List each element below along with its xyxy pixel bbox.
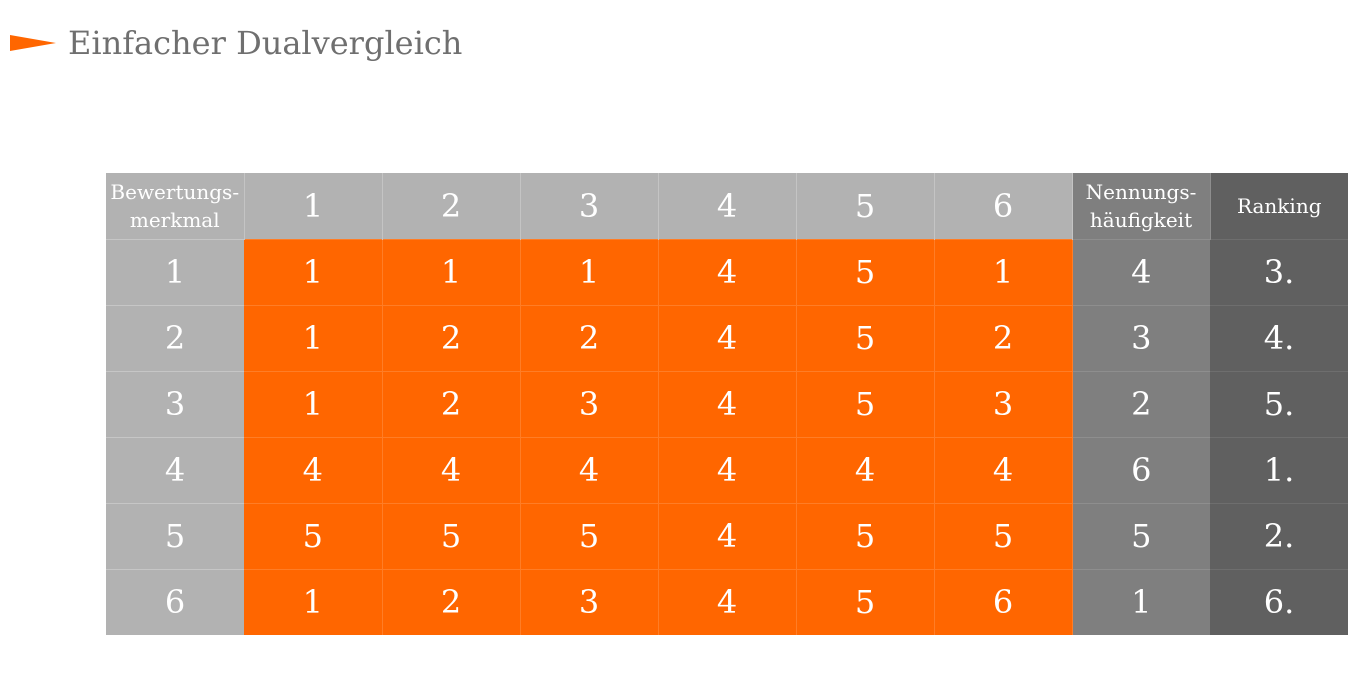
comparison-cell: 4 [658, 502, 797, 569]
ranking-cell: 5. [1210, 370, 1348, 437]
comparison-cell: 1 [244, 370, 383, 437]
header-column: 6 [934, 173, 1073, 239]
criterion-cell: 6 [106, 568, 244, 635]
frequency-cell: 5 [1072, 502, 1210, 569]
table-row: 3 1 2 3 4 5 3 2 5. [106, 370, 1348, 437]
table-row: 4 4 4 4 4 4 4 6 1. [106, 436, 1348, 503]
comparison-cell: 2 [520, 304, 659, 371]
comparison-cell: 1 [382, 238, 521, 305]
header-column: 3 [520, 173, 659, 239]
comparison-cell: 5 [796, 370, 935, 437]
comparison-cell: 5 [796, 304, 935, 371]
ranking-cell: 1. [1210, 436, 1348, 503]
comparison-cell: 2 [382, 568, 521, 635]
page-title: Einfacher Dualvergleich [68, 24, 463, 62]
comparison-cell: 4 [658, 304, 797, 371]
comparison-cell: 4 [658, 370, 797, 437]
comparison-cell: 5 [382, 502, 521, 569]
header-column: 1 [244, 173, 383, 239]
frequency-cell: 3 [1072, 304, 1210, 371]
ranking-cell: 2. [1210, 502, 1348, 569]
comparison-cell: 4 [382, 436, 521, 503]
comparison-cell: 4 [796, 436, 935, 503]
comparison-cell: 4 [244, 436, 383, 503]
comparison-cell: 1 [244, 568, 383, 635]
table-row: 6 1 2 3 4 5 6 1 6. [106, 568, 1348, 635]
comparison-cell: 2 [382, 370, 521, 437]
comparison-cell: 1 [520, 238, 659, 305]
criterion-cell: 4 [106, 436, 244, 503]
comparison-cell: 4 [658, 238, 797, 305]
frequency-cell: 6 [1072, 436, 1210, 503]
comparison-cell: 2 [382, 304, 521, 371]
comparison-cell: 4 [520, 436, 659, 503]
comparison-cell: 4 [934, 436, 1073, 503]
header-ranking: Ranking [1210, 173, 1348, 239]
comparison-cell: 5 [520, 502, 659, 569]
table-row: 2 1 2 2 4 5 2 3 4. [106, 304, 1348, 371]
comparison-cell: 1 [934, 238, 1073, 305]
comparison-cell: 5 [244, 502, 383, 569]
ranking-cell: 4. [1210, 304, 1348, 371]
table-row: 1 1 1 1 4 5 1 4 3. [106, 238, 1348, 305]
comparison-cell: 5 [796, 568, 935, 635]
ranking-cell: 6. [1210, 568, 1348, 635]
comparison-cell: 6 [934, 568, 1073, 635]
criterion-cell: 2 [106, 304, 244, 371]
frequency-cell: 4 [1072, 238, 1210, 305]
frequency-cell: 2 [1072, 370, 1210, 437]
comparison-cell: 3 [934, 370, 1073, 437]
frequency-cell: 1 [1072, 568, 1210, 635]
header-frequency-label: Nennungs- häufigkeit [1085, 179, 1197, 232]
comparison-cell: 4 [658, 436, 797, 503]
criterion-cell: 3 [106, 370, 244, 437]
header-column: 2 [382, 173, 521, 239]
criterion-cell: 5 [106, 502, 244, 569]
comparison-cell: 3 [520, 568, 659, 635]
ranking-cell: 3. [1210, 238, 1348, 305]
arrow-right-icon [10, 35, 56, 51]
criterion-cell: 1 [106, 238, 244, 305]
comparison-cell: 2 [934, 304, 1073, 371]
table-body: 1 1 1 1 4 5 1 4 3. 2 1 2 2 4 5 2 3 4. 3 … [106, 238, 1348, 635]
header-column: 4 [658, 173, 797, 239]
header-criterion: Bewertungs- merkmal [106, 173, 245, 239]
header-column: 5 [796, 173, 935, 239]
comparison-cell: 1 [244, 238, 383, 305]
comparison-cell: 3 [520, 370, 659, 437]
comparison-cell: 5 [934, 502, 1073, 569]
title-row: Einfacher Dualvergleich [10, 18, 462, 68]
header-row: Bewertungs- merkmal 1 2 3 4 5 6 Nennungs… [106, 173, 1348, 239]
header-frequency: Nennungs- häufigkeit [1072, 173, 1211, 239]
dual-comparison-table: Bewertungs- merkmal 1 2 3 4 5 6 Nennungs… [106, 173, 1348, 635]
comparison-cell: 5 [796, 238, 935, 305]
comparison-cell: 5 [796, 502, 935, 569]
comparison-cell: 1 [244, 304, 383, 371]
table-row: 5 5 5 5 4 5 5 5 2. [106, 502, 1348, 569]
header-criterion-label: Bewertungs- merkmal [110, 179, 240, 232]
comparison-cell: 4 [658, 568, 797, 635]
